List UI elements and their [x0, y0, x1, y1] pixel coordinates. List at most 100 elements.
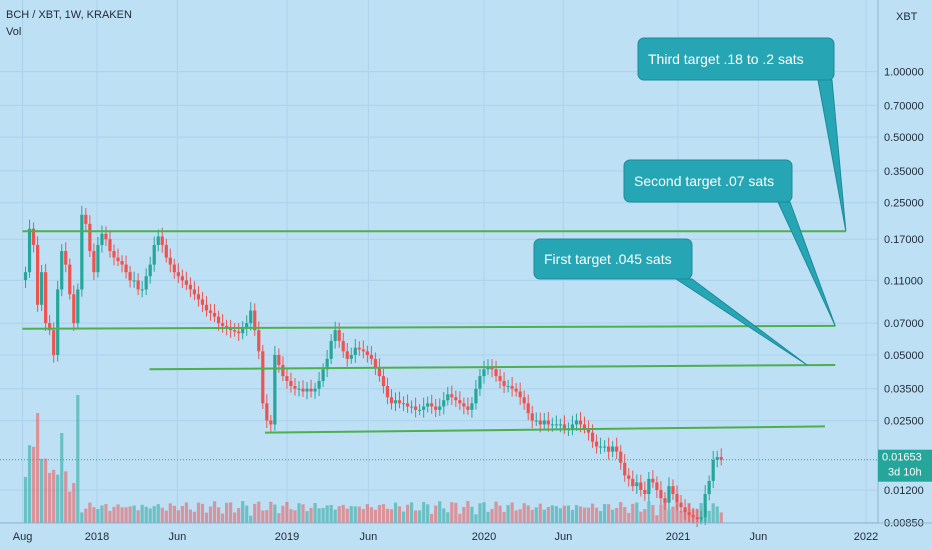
candle-body	[293, 386, 297, 389]
candle-body	[450, 394, 454, 398]
callout[interactable]: Second target .07 sats	[623, 159, 836, 327]
candle-body	[261, 351, 265, 404]
callout-text: First target .045 sats	[544, 251, 672, 267]
time-tick-label: 2020	[472, 531, 496, 543]
volume-bar	[470, 506, 474, 523]
trendline[interactable]	[22, 324, 836, 330]
volume-bar	[253, 503, 257, 523]
volume-bar	[317, 508, 321, 523]
volume-bar	[639, 511, 643, 523]
trendline[interactable]	[149, 363, 836, 371]
candle-body	[490, 367, 494, 370]
candle-body	[369, 354, 373, 359]
candle-body	[502, 380, 506, 387]
candle-body	[357, 347, 361, 350]
price-tick-label: 0.05000	[884, 350, 924, 362]
candle-body	[229, 328, 233, 331]
volume-bar	[241, 501, 245, 523]
volume-bar	[526, 505, 530, 523]
volume-bar	[538, 503, 542, 523]
price-tick-label: 0.01200	[884, 485, 924, 497]
callouts[interactable]: Third target .18 to .2 sats Second target…	[533, 37, 847, 366]
candle-body	[136, 280, 140, 290]
callout-box	[533, 238, 693, 280]
volume-bar	[144, 506, 148, 523]
volume-bar	[466, 501, 470, 523]
volume-bar	[454, 502, 458, 523]
volume-bar	[534, 507, 538, 523]
volume-bar	[309, 507, 313, 523]
price-tick-label: 0.11000	[884, 275, 923, 287]
candle-body	[233, 330, 237, 332]
trendlines[interactable]	[22, 230, 846, 434]
candle-body	[506, 386, 510, 388]
candle-body	[635, 482, 639, 487]
candle-body	[526, 403, 530, 414]
volume-bar	[116, 504, 120, 523]
volume-bar	[647, 501, 651, 523]
volume-bar	[546, 506, 550, 523]
candles	[23, 205, 723, 528]
candle-body	[397, 400, 402, 404]
price-tick-label: 0.07000	[884, 318, 924, 330]
volume-bar	[261, 510, 265, 523]
volume-bar	[156, 504, 160, 523]
candle-body	[192, 289, 197, 295]
volume-bar	[603, 504, 607, 523]
candle-body	[719, 457, 723, 460]
candle-body	[200, 299, 205, 305]
volume-bar	[607, 504, 611, 523]
trendline[interactable]	[264, 425, 825, 434]
bar-countdown: 3d 10h	[888, 467, 922, 479]
candle-body	[422, 406, 426, 410]
volume-bars	[23, 395, 723, 523]
volume-bar	[558, 508, 562, 523]
candle-body	[220, 323, 225, 326]
volume-bar	[196, 502, 201, 523]
callout[interactable]: First target .045 sats	[533, 238, 808, 366]
candle-body	[120, 261, 124, 265]
candle-body	[478, 376, 482, 389]
candle-body	[48, 323, 52, 331]
volume-bar	[377, 505, 382, 523]
volume-bar	[422, 501, 426, 523]
volume-bar	[482, 502, 486, 523]
candle-body	[305, 388, 309, 392]
volume-bar	[414, 510, 418, 523]
candle-body	[273, 354, 277, 425]
time-tick-label: Jun	[554, 531, 572, 543]
volume-bar	[619, 502, 623, 523]
volume-bar	[136, 510, 140, 523]
volume-bar	[598, 511, 603, 523]
candle-body	[124, 264, 128, 273]
candle-body	[462, 403, 466, 407]
price-tick-label: 0.02500	[884, 416, 924, 428]
volume-bar	[522, 503, 526, 523]
volume-bar	[490, 508, 494, 523]
candle-body	[385, 386, 390, 398]
candle-body	[381, 376, 386, 387]
candle-body	[84, 214, 88, 224]
candle-body	[104, 233, 108, 240]
candle-body	[715, 457, 719, 460]
volume-bar	[40, 458, 44, 523]
volume-bar	[498, 505, 502, 523]
time-tick-label: 2019	[275, 531, 299, 543]
volume-bar	[542, 509, 546, 523]
candle-body	[31, 228, 36, 245]
price-axis-panel[interactable]	[878, 0, 932, 523]
price-tick-label: 0.35000	[884, 166, 924, 178]
volume-bar	[237, 508, 241, 523]
candle-body	[393, 400, 398, 404]
volume-bar	[574, 505, 579, 523]
volume-bar	[35, 413, 40, 523]
volume-bar	[233, 512, 237, 523]
candle-body	[486, 367, 490, 370]
candle-body	[466, 406, 470, 410]
candle-body	[615, 446, 619, 452]
candle-body	[377, 367, 382, 377]
callout[interactable]: Third target .18 to .2 sats	[637, 37, 847, 232]
volume-bar	[160, 507, 164, 523]
currency-label: XBT	[896, 11, 918, 23]
